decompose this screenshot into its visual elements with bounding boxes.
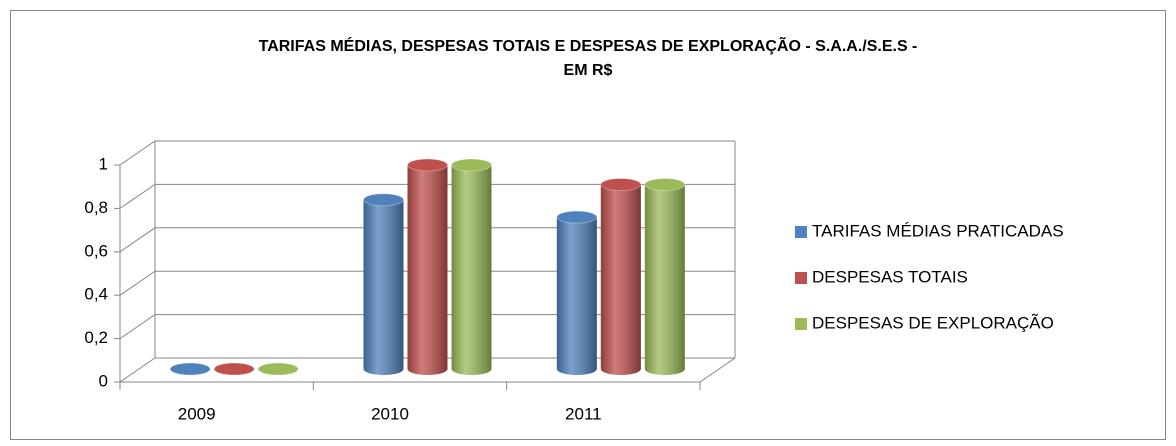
bar — [363, 193, 404, 375]
legend-swatch — [795, 272, 807, 284]
y-tick-label: 1 — [99, 154, 108, 173]
x-tick-label: 2010 — [371, 404, 409, 423]
legend-label: DESPESAS DE EXPLORAÇÃO — [812, 313, 1054, 332]
bar — [556, 210, 598, 375]
legend-label: TARIFAS MÉDIAS PRATICADAS — [812, 221, 1064, 240]
x-tick-label: 2011 — [565, 404, 602, 423]
grid-line — [119, 183, 735, 209]
y-tick-label: 0,4 — [84, 285, 108, 304]
bar — [451, 158, 492, 375]
bar — [169, 362, 211, 376]
grid-line — [119, 227, 735, 253]
y-tick-label: 0 — [99, 371, 108, 390]
grid-line — [119, 270, 735, 296]
legend-label: DESPESAS TOTAIS — [812, 267, 968, 286]
bar — [644, 178, 686, 375]
y-tick-label: 0,6 — [84, 241, 108, 260]
grid-line — [119, 140, 735, 166]
grid-line — [119, 314, 735, 340]
bar — [600, 178, 642, 375]
x-tick-label: 2009 — [178, 404, 216, 423]
bar — [407, 158, 448, 375]
y-tick-label: 0,2 — [84, 328, 108, 347]
bar — [257, 362, 299, 376]
chart-title: EM R$ — [564, 62, 613, 79]
legend-swatch — [795, 226, 807, 238]
bar — [213, 362, 255, 376]
y-tick-label: 0,8 — [84, 198, 108, 217]
chart-title: TARIFAS MÉDIAS, DESPESAS TOTAIS E DESPES… — [259, 35, 918, 55]
legend-swatch — [795, 318, 807, 330]
grid-line — [119, 357, 735, 383]
